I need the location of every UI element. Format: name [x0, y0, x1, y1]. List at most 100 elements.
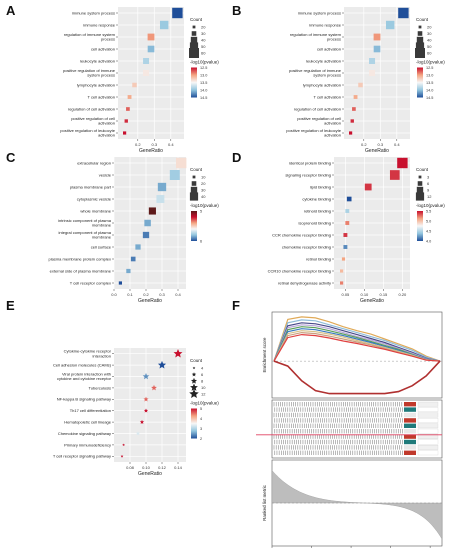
y-category-label-line: Cytokine-cytokine receptor	[64, 349, 112, 354]
y-category-label: identical protein binding	[289, 160, 331, 165]
legend-color-tick: 5.5	[426, 209, 431, 213]
legend-size-marker	[416, 186, 424, 194]
data-point-d-4	[345, 209, 350, 213]
y-category-label: T cell activation	[314, 94, 342, 99]
y-category-label: cell activation	[91, 46, 115, 51]
gsea-rank-block	[404, 407, 416, 412]
gsea-curve-1	[273, 319, 441, 362]
y-category-label: lipid binding	[310, 184, 331, 189]
data-point-e-4	[143, 396, 149, 402]
data-point-e-5	[143, 408, 149, 413]
y-category-label-line: retinoid binding	[304, 208, 331, 213]
y-category-label-line: activation	[98, 121, 115, 126]
legend-color-tick: 13.5	[200, 81, 207, 85]
data-point-c-4	[148, 207, 156, 215]
legend-size-marker	[191, 31, 197, 36]
legend-size-label: 60	[201, 51, 206, 56]
x-tick-label: 0.10	[361, 292, 370, 297]
legend-size-label: 8	[201, 379, 204, 384]
panel-a: 0.2 0.3 0.4 GeneRatio immune system process i…	[60, 7, 219, 154]
x-tick-label: 0.4	[175, 292, 181, 297]
panel-f: Enrichment score02,0004,0006,0008,000Ran…	[256, 311, 443, 550]
y-category-label-line: integral component of plasma	[59, 230, 112, 235]
gsea-curve-6	[273, 330, 441, 362]
y-category-label-line: positive regulation of immune	[289, 68, 342, 73]
data-point-a-6	[132, 82, 137, 88]
legend-size-marker	[191, 181, 197, 186]
y-category-label: intrinsic component of plasma membrane	[58, 218, 112, 228]
y-category-label: NF-kappa B signaling pathway	[57, 397, 111, 402]
legend-size-label: 50	[201, 44, 206, 49]
y-category-label-line: cytokine binding	[302, 196, 331, 201]
gsea-row-cell	[417, 423, 439, 429]
legend-color-tick: 14.0	[426, 88, 433, 92]
panel-letter-f: F	[232, 298, 240, 313]
gsea-row-cell	[417, 407, 439, 412]
data-point-a-8	[126, 107, 130, 111]
legend-color-bar	[417, 67, 423, 98]
data-point-b-5	[369, 70, 376, 76]
gsea-row-cell	[417, 412, 439, 418]
legend-size-marker	[416, 36, 424, 44]
x-tick-label: 0.2	[361, 142, 367, 147]
y-category-label-line: positive regulation of leukocyte	[60, 128, 115, 133]
legend-size-marker	[192, 25, 196, 29]
y-category-label-line: extracellular region	[77, 160, 111, 165]
y-category-label-line: Th17 cell differentiation	[70, 408, 111, 413]
x-tick-label: 0.3	[378, 142, 384, 147]
legend-size-label: 12	[427, 194, 432, 199]
y-category-label-line: identical protein binding	[289, 160, 331, 165]
gsea-row-cell	[417, 450, 439, 456]
data-point-b-3	[373, 45, 381, 53]
data-point-d-0	[397, 157, 408, 169]
panel-d: 0.05 0.10 0.15 0.20 GeneRatio identical prote…	[268, 157, 445, 304]
y-category-label: positive regulation of leukocyte activati…	[60, 128, 115, 138]
y-category-label: Chemokine signaling pathway	[58, 431, 111, 436]
y-category-label: T cell receptor signaling pathway	[53, 454, 111, 459]
x-tick-label: 0.3	[159, 292, 165, 297]
y-category-label-line: membrane	[92, 223, 112, 228]
gsea-curve-0	[273, 316, 441, 362]
y-category-label-line: positive regulation of immune	[63, 68, 116, 73]
legend-size-marker	[192, 366, 196, 370]
y-category-label: regulation of immune system process	[64, 32, 116, 42]
x-tick-label: 0.05	[342, 292, 351, 297]
gsea-curve-3	[273, 324, 441, 362]
gsea-rank-block	[404, 439, 416, 445]
legend-color-tick: 4	[200, 417, 202, 421]
legend-size-marker	[192, 175, 196, 179]
y-category-label: Th17 cell differentiation	[70, 408, 111, 413]
data-point-c-2	[157, 182, 167, 192]
y-category-label-line: activation	[324, 133, 341, 138]
data-point-c-0	[176, 157, 187, 169]
y-category-label-line: cytoplasmic vesicle	[77, 196, 112, 201]
legend-color-title: -log10(pvalue)	[416, 60, 445, 65]
legend-color-title: -log10(pvalue)	[190, 401, 219, 406]
y-category-label-line: process	[327, 37, 341, 42]
y-category-label: positive regulation of immune system proc…	[289, 68, 342, 78]
data-point-d-2	[364, 183, 372, 191]
legend-color-bar	[191, 67, 197, 98]
x-tick-label: 0.3	[152, 142, 158, 147]
legend-color-bar	[417, 211, 423, 241]
y-category-label: leukocyte activation	[306, 58, 341, 63]
data-point-e-8	[122, 443, 125, 447]
y-category-label-line: process	[101, 37, 115, 42]
y-category-label-line: immune response	[309, 22, 342, 27]
y-category-label-line: whole membrane	[80, 208, 111, 213]
data-point-c-6	[142, 231, 150, 239]
x-axis-label: GeneRatio	[360, 298, 384, 304]
data-point-b-9	[350, 119, 354, 123]
y-category-label-line: regulation of immune system	[64, 32, 116, 37]
panel-letter-e: E	[6, 298, 15, 313]
y-category-label: immune response	[309, 22, 342, 27]
y-category-label-line: immune response	[83, 22, 116, 27]
data-point-b-1	[385, 20, 395, 30]
y-category-label: isoprenoid binding	[299, 220, 331, 225]
gsea-rank-block	[404, 423, 416, 428]
y-category-label-line: regulation of cell activation	[68, 106, 115, 111]
x-tick-label: 0.1	[127, 292, 133, 297]
y-category-label: regulation of immune system process	[290, 32, 342, 42]
gsea-metric-area	[271, 469, 443, 540]
data-point-b-6	[358, 82, 363, 88]
